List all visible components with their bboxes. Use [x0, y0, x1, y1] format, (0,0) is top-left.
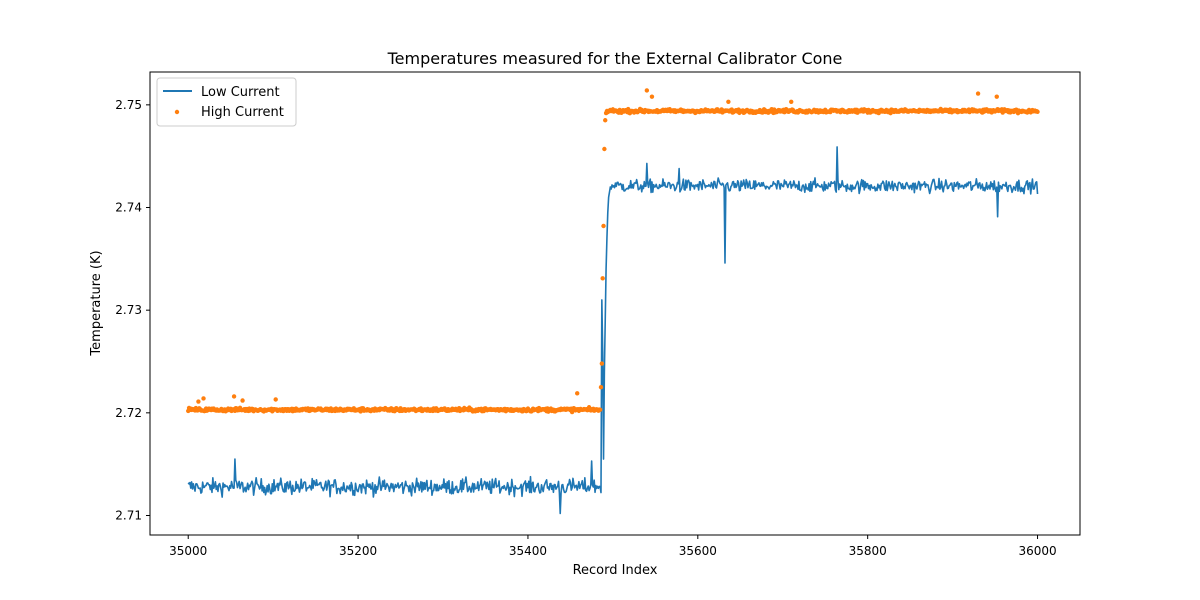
data-point [201, 396, 206, 401]
series-layer [186, 88, 1040, 515]
y-tick-label: 2.71 [115, 508, 142, 522]
x-tick-label: 36000 [1018, 544, 1056, 558]
series-line-low-current [187, 146, 1039, 515]
y-axis: 2.71 2.72 2.73 2.74 2.75 [115, 98, 150, 522]
plot-area-frame [149, 71, 1081, 536]
data-point [726, 99, 731, 104]
y-tick-label: 2.72 [115, 406, 142, 420]
x-axis: 35000 35200 35400 35600 35800 36000 [169, 535, 1057, 558]
y-tick-label: 2.74 [115, 201, 142, 215]
x-tick-label: 35400 [509, 544, 547, 558]
x-tick-label: 35800 [849, 544, 887, 558]
data-point [598, 384, 604, 390]
data-point [273, 397, 278, 402]
data-point [196, 399, 201, 404]
data-point [599, 361, 605, 366]
data-point [602, 146, 607, 152]
data-point [975, 91, 981, 96]
data-point [575, 391, 580, 396]
chart-title: Temperatures measured for the External C… [387, 49, 843, 68]
data-point [603, 118, 608, 123]
data-point [240, 398, 245, 403]
y-axis-label: Temperature (K) [89, 250, 104, 356]
legend: Low Current High Current [156, 77, 297, 127]
legend-label-low-current: Low Current [201, 85, 280, 100]
y-tick-label: 2.75 [115, 98, 142, 112]
data-point [1035, 109, 1040, 115]
data-point [789, 99, 794, 104]
data-point [597, 407, 603, 412]
data-point [601, 223, 606, 229]
data-point [600, 276, 605, 281]
data-point [644, 88, 650, 93]
legend-label-high-current: High Current [201, 105, 284, 120]
data-point [231, 394, 237, 399]
data-point [994, 94, 999, 99]
data-point [649, 94, 655, 99]
y-tick-label: 2.73 [115, 303, 142, 317]
x-tick-label: 35000 [169, 544, 207, 558]
x-tick-label: 35200 [339, 544, 377, 558]
legend-marker-high-current [174, 109, 180, 115]
x-tick-label: 35600 [679, 544, 717, 558]
series-points-high-current [186, 88, 1040, 415]
x-axis-label: Record Index [573, 563, 658, 578]
